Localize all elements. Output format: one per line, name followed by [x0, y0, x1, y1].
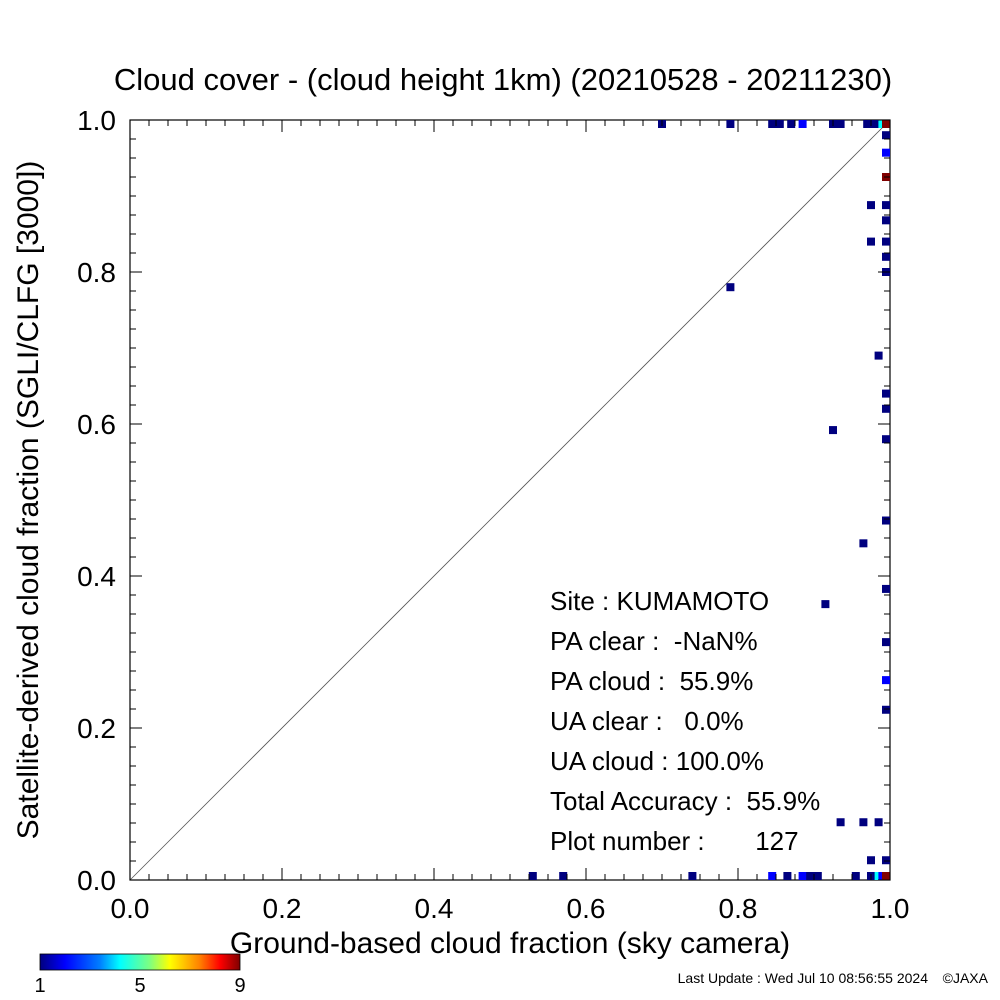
stat-line: UA cloud : 100.0% — [550, 746, 764, 776]
data-point — [867, 237, 875, 246]
color-bar-tick-label: 5 — [134, 975, 145, 997]
stats-panel: Site : KUMAMOTO PA clear : -NaN% PA cloud … — [550, 586, 820, 856]
data-point — [882, 389, 890, 398]
y-tick-label: 0.2 — [77, 713, 116, 744]
data-point — [882, 705, 890, 714]
stat-line: Site : KUMAMOTO — [550, 586, 769, 616]
data-point — [882, 435, 890, 444]
x-axis-title: Ground-based cloud fraction (sky camera) — [230, 927, 790, 960]
data-point — [882, 237, 890, 246]
data-point — [882, 638, 890, 647]
data-point — [813, 872, 822, 880]
data-point — [836, 120, 845, 128]
stat-line: PA cloud : 55.9% — [550, 666, 753, 696]
last-update-text: Last Update : Wed Jul 10 08:56:55 2024 — [678, 970, 929, 986]
stat-line: PA clear : -NaN% — [550, 626, 758, 656]
x-tick-label: 1.0 — [871, 893, 910, 924]
data-point — [798, 120, 807, 128]
data-point — [688, 872, 697, 880]
data-point — [863, 120, 872, 128]
data-point — [867, 856, 875, 865]
data-point — [821, 600, 830, 609]
axis-ticks: 0.0 0.2 0.4 0.6 0.8 1.0 0.0 0.2 0.4 0.6 0.8 1.0 — [77, 105, 909, 924]
data-point — [787, 120, 796, 128]
data-point — [882, 252, 890, 261]
data-point — [851, 872, 860, 880]
data-point — [882, 120, 890, 128]
stat-line: UA clear : 0.0% — [550, 706, 744, 736]
data-point — [859, 818, 868, 827]
y-tick-label: 0.0 — [77, 865, 116, 896]
data-point — [882, 148, 890, 157]
data-point — [882, 584, 890, 593]
data-point — [882, 516, 890, 525]
data-point — [867, 201, 875, 210]
data-point — [882, 216, 890, 225]
data-point — [768, 872, 777, 880]
color-bar-labels: 1 5 9 — [34, 975, 245, 997]
y-tick-label: 0.8 — [77, 257, 116, 288]
data-point — [768, 120, 777, 128]
one-to-one-line — [129, 119, 891, 881]
data-point — [882, 676, 890, 685]
data-point — [528, 872, 537, 880]
x-tick-label: 0.2 — [263, 893, 302, 924]
data-point — [829, 426, 837, 435]
data-point — [882, 856, 890, 865]
color-bar-tick-label: 9 — [234, 975, 245, 997]
data-point — [874, 818, 883, 827]
data-point — [882, 201, 890, 210]
data-point — [859, 539, 868, 548]
color-bar — [39, 953, 241, 971]
y-tick-label: 0.4 — [77, 561, 116, 592]
data-point — [783, 872, 792, 880]
x-tick-label: 0.8 — [719, 893, 758, 924]
x-tick-label: 0.4 — [415, 893, 454, 924]
data-point — [775, 120, 784, 128]
x-tick-label: 0.6 — [567, 893, 606, 924]
data-points — [528, 120, 890, 880]
color-bar-tick-label: 1 — [34, 975, 45, 997]
data-point — [836, 818, 845, 827]
chart-title: Cloud cover - (cloud height 1km) (202105… — [114, 62, 892, 97]
stat-line: Total Accuracy : 55.9% — [550, 786, 820, 816]
y-axis-title: Satellite-derived cloud fraction (SGLI/C… — [12, 161, 45, 840]
x-tick-label: 0.0 — [111, 893, 150, 924]
data-point — [870, 120, 879, 128]
data-point — [798, 872, 807, 880]
plot-area — [129, 119, 891, 881]
y-tick-label: 0.6 — [77, 409, 116, 440]
data-point — [882, 872, 890, 880]
data-point — [882, 404, 890, 413]
data-point — [726, 283, 735, 292]
data-point — [874, 351, 883, 360]
copyright-text: ©JAXA — [943, 970, 989, 986]
data-point — [806, 872, 815, 880]
data-point — [882, 131, 890, 140]
stat-line: Plot number : 127 — [550, 826, 799, 856]
data-point — [559, 872, 568, 880]
data-point — [726, 120, 735, 128]
y-tick-label: 1.0 — [77, 105, 116, 136]
